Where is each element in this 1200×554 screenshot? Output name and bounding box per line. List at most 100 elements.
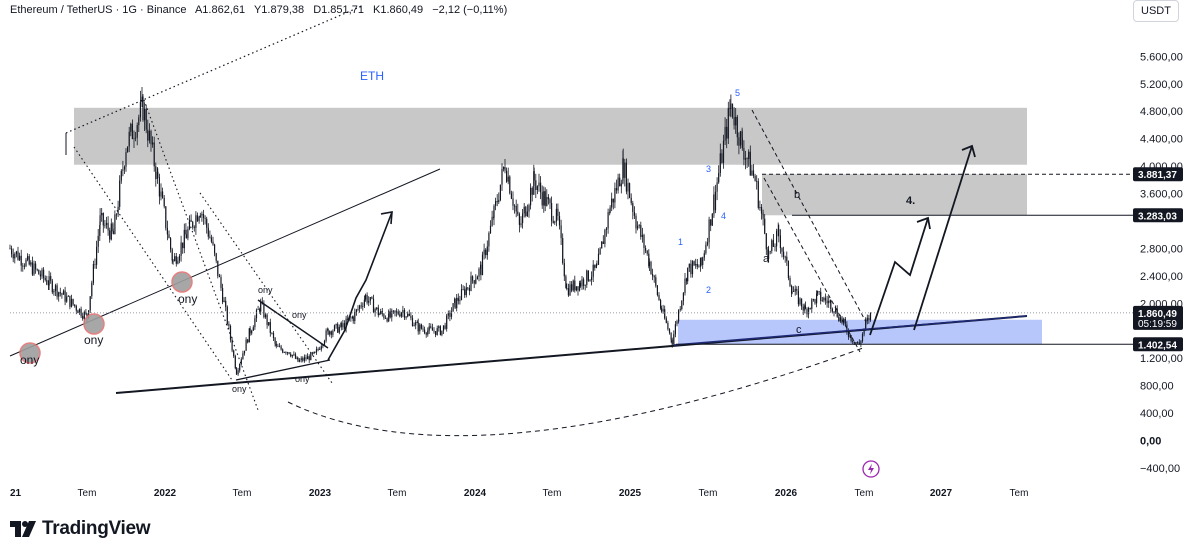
price-candle xyxy=(533,167,535,186)
candle-body xyxy=(498,199,500,203)
candle-body xyxy=(175,256,177,264)
lightning-icon[interactable] xyxy=(862,460,880,478)
price-candle xyxy=(185,229,187,239)
candle-body xyxy=(496,201,498,203)
candle-body xyxy=(202,214,205,218)
price-candle xyxy=(187,226,189,241)
candle-body xyxy=(352,316,354,322)
price-label-1: 3.881,37 xyxy=(1133,167,1183,182)
candle-body xyxy=(19,255,21,260)
price-candle xyxy=(85,309,87,315)
price-candle xyxy=(450,307,453,320)
candle-body xyxy=(852,341,854,342)
price-candle xyxy=(509,175,511,195)
candle-body xyxy=(462,289,464,290)
candle-body xyxy=(92,264,94,283)
price-candle xyxy=(670,332,672,343)
resistance-zone-2 xyxy=(762,174,1027,216)
candle-body xyxy=(354,312,356,321)
price-candle xyxy=(82,312,84,321)
candle-body xyxy=(670,332,672,340)
price-candle xyxy=(243,350,246,356)
x-tick-label: 2023 xyxy=(309,488,332,499)
candle-body xyxy=(157,171,159,178)
candle-body xyxy=(781,248,783,252)
price-candle xyxy=(706,237,709,247)
price-candle xyxy=(399,310,401,318)
price-candle xyxy=(61,292,63,299)
candle-body xyxy=(245,339,247,351)
price-candle xyxy=(277,343,279,347)
price-candle xyxy=(546,189,548,207)
wave-label-1: 1 xyxy=(678,237,683,247)
price-candle xyxy=(97,229,99,253)
tradingview-logo[interactable]: TradingView xyxy=(10,518,151,540)
candle-body xyxy=(797,290,799,305)
price-candle xyxy=(549,197,551,209)
candle-body xyxy=(652,274,654,277)
candle-body xyxy=(64,290,66,302)
price-candle xyxy=(771,238,773,254)
price-candle xyxy=(419,323,421,335)
candle-body xyxy=(476,276,478,280)
price-candle xyxy=(268,322,270,327)
candle-body xyxy=(724,126,726,141)
candle-body xyxy=(368,300,370,303)
candle-body xyxy=(268,322,270,325)
candle-body xyxy=(119,180,121,207)
candle-body xyxy=(62,290,65,295)
price-candle xyxy=(693,260,695,266)
price-candle xyxy=(778,224,780,243)
price-candle xyxy=(695,258,697,269)
candle-body xyxy=(172,260,174,262)
candle-body xyxy=(78,308,81,314)
candle-body xyxy=(427,330,429,335)
candle-body xyxy=(816,291,819,294)
price-candle xyxy=(220,274,222,291)
candle-body xyxy=(501,168,503,185)
price-candle xyxy=(239,363,241,373)
price-candle xyxy=(799,297,801,306)
candle-body xyxy=(808,308,810,315)
candle-body xyxy=(541,192,543,206)
candle-body xyxy=(285,352,287,354)
candle-body xyxy=(856,342,859,343)
price-label-text: 3.881,37 xyxy=(1138,170,1177,181)
candle-body xyxy=(814,299,816,304)
price-candle xyxy=(15,250,17,258)
candle-body xyxy=(567,288,569,296)
candle-body xyxy=(764,218,766,234)
price-candle xyxy=(472,275,474,284)
price-candle xyxy=(594,264,596,271)
price-candle xyxy=(586,269,588,288)
candle-body xyxy=(303,357,305,361)
price-candle xyxy=(789,275,791,288)
candle-body xyxy=(39,274,41,277)
price-candle xyxy=(314,351,316,353)
candle-body xyxy=(112,223,114,232)
price-candle xyxy=(127,146,129,153)
price-candle xyxy=(364,293,367,302)
candle-body xyxy=(597,253,600,265)
candle-body xyxy=(760,207,763,214)
symbol-label[interactable]: Ethereum / TetherUS · 1G · Binance xyxy=(10,4,187,16)
price-candle xyxy=(332,329,334,338)
price-candle xyxy=(779,229,781,254)
currency-button[interactable]: USDT xyxy=(1133,0,1179,22)
candle-body xyxy=(615,188,618,191)
price-candle xyxy=(33,260,35,276)
price-candle xyxy=(531,186,533,202)
price-candle xyxy=(340,321,342,331)
price-candle xyxy=(320,343,322,352)
price-candle xyxy=(736,114,738,146)
candle-body xyxy=(868,317,870,321)
candle-body xyxy=(718,173,720,183)
price-candle xyxy=(724,117,726,145)
candle-body xyxy=(729,108,731,109)
price-candle xyxy=(462,285,464,291)
price-candle xyxy=(102,212,104,233)
candle-body xyxy=(182,242,184,249)
triangle-top-line xyxy=(257,299,329,349)
price-candle xyxy=(478,267,480,282)
